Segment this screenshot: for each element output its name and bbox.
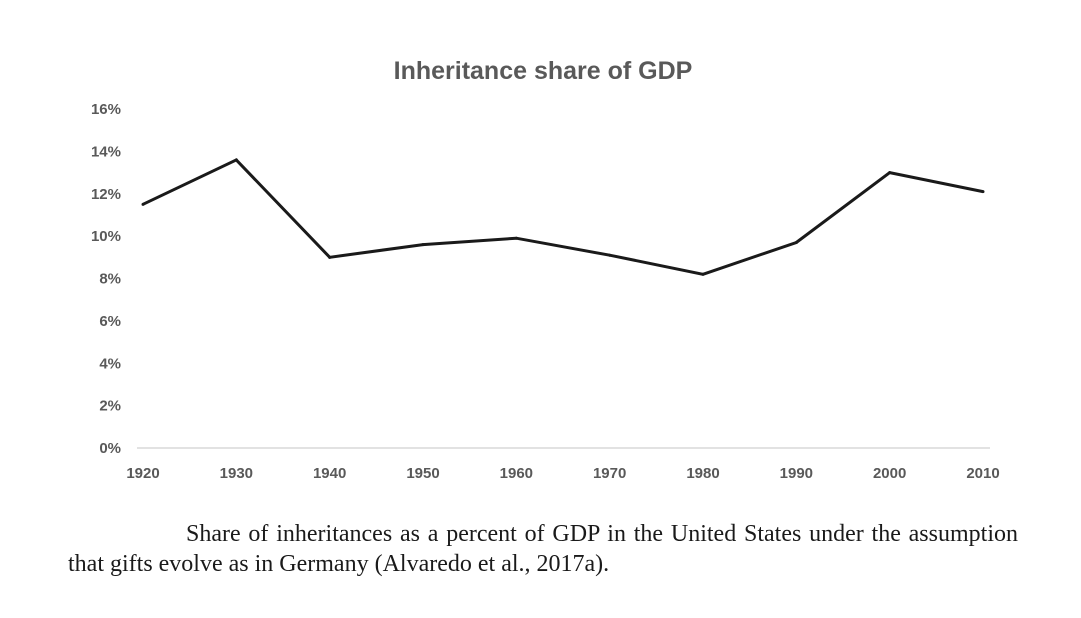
figure-caption: Share of inheritances as a percent of GD… (68, 521, 1018, 577)
chart-title: Inheritance share of GDP (394, 57, 693, 85)
data-point (421, 243, 425, 247)
y-tick-label: 2% (99, 398, 121, 415)
data-point (141, 202, 145, 206)
y-tick-label: 0% (99, 440, 121, 457)
x-axis-tick-labels: 1920 1930 1940 1950 1960 1970 1980 1990 2000 2010 (126, 465, 999, 482)
x-tick-label: 1960 (500, 465, 533, 482)
y-tick-label: 10% (91, 228, 121, 245)
data-point (234, 158, 238, 162)
x-tick-label: 1980 (686, 465, 719, 482)
data-point (701, 272, 705, 276)
data-point (981, 190, 985, 194)
data-point (328, 255, 332, 259)
data-point (608, 253, 612, 257)
x-tick-label: 2010 (966, 465, 999, 482)
x-tick-label: 1990 (780, 465, 813, 482)
x-tick-label: 1940 (313, 465, 346, 482)
y-tick-label: 16% (91, 101, 121, 118)
series-group (141, 158, 985, 276)
data-point (514, 236, 518, 240)
series-line (142, 158, 984, 276)
x-tick-label: 1920 (126, 465, 159, 482)
line-chart: Inheritance share of GDP 0% 2% 4% 6% 8% 10% 12… (91, 57, 1000, 482)
y-tick-label: 6% (99, 313, 121, 330)
y-tick-label: 12% (91, 186, 121, 203)
y-tick-label: 8% (99, 271, 121, 288)
x-tick-label: 1950 (406, 465, 439, 482)
data-point (794, 240, 798, 244)
x-tick-label: 2000 (873, 465, 906, 482)
y-tick-label: 4% (99, 355, 121, 372)
y-axis-tick-labels: 0% 2% 4% 6% 8% 10% 12% 14% 16% (91, 101, 121, 457)
x-tick-label: 1930 (220, 465, 253, 482)
x-tick-label: 1970 (593, 465, 626, 482)
y-tick-label: 14% (91, 143, 121, 160)
data-point (888, 171, 892, 175)
